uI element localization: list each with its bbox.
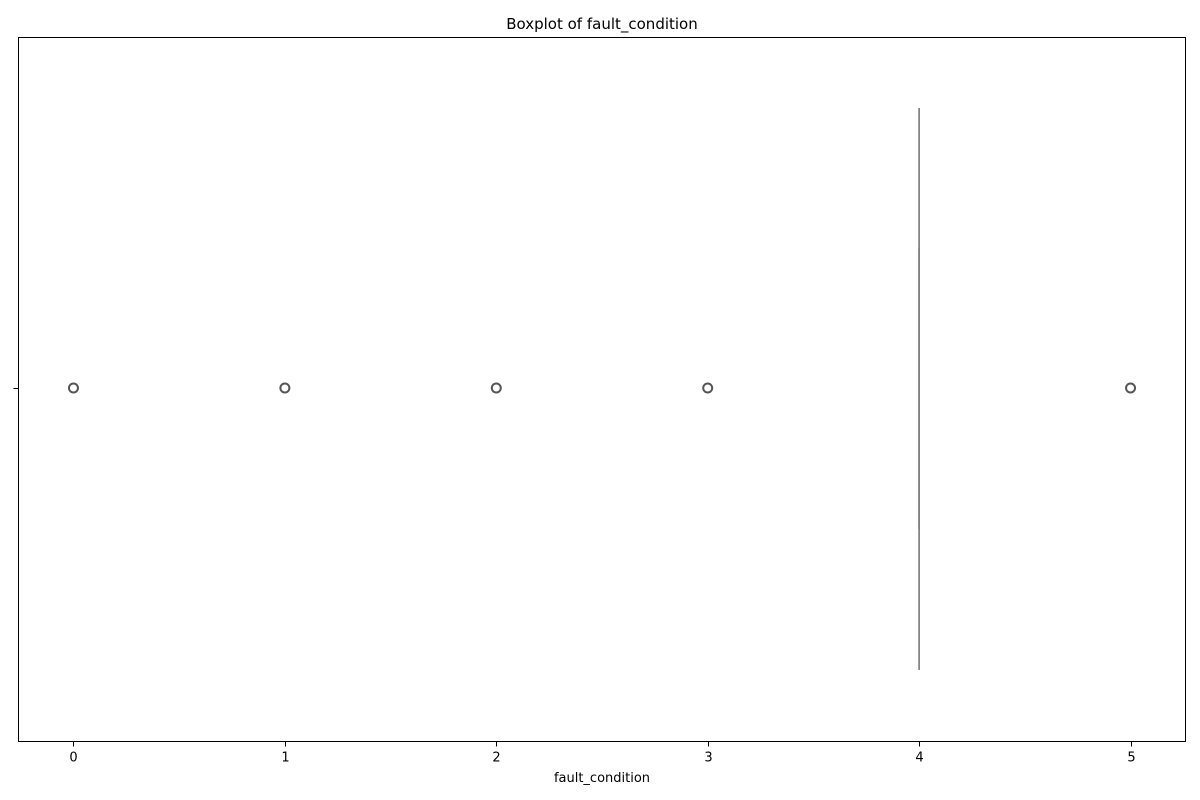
outlier-group xyxy=(67,382,1137,394)
outlier-point xyxy=(490,382,502,394)
outlier-point xyxy=(67,382,79,394)
outlier-point xyxy=(1125,382,1137,394)
x-tick-label: 3 xyxy=(704,751,712,766)
x-tick-label: 4 xyxy=(915,751,923,766)
chart-title: Boxplot of fault_condition xyxy=(506,15,698,34)
outlier-point xyxy=(702,382,714,394)
plot-area-frame xyxy=(18,37,1186,742)
outlier-point xyxy=(279,382,291,394)
x-tick-label: 2 xyxy=(492,751,500,766)
x-tick-label: 1 xyxy=(281,751,289,766)
x-tick-label: 0 xyxy=(69,751,77,766)
x-axis-ticks: 0 1 2 3 4 5 xyxy=(69,741,1136,766)
x-axis-label: fault_condition xyxy=(554,771,650,786)
x-tick-label: 5 xyxy=(1127,751,1135,766)
